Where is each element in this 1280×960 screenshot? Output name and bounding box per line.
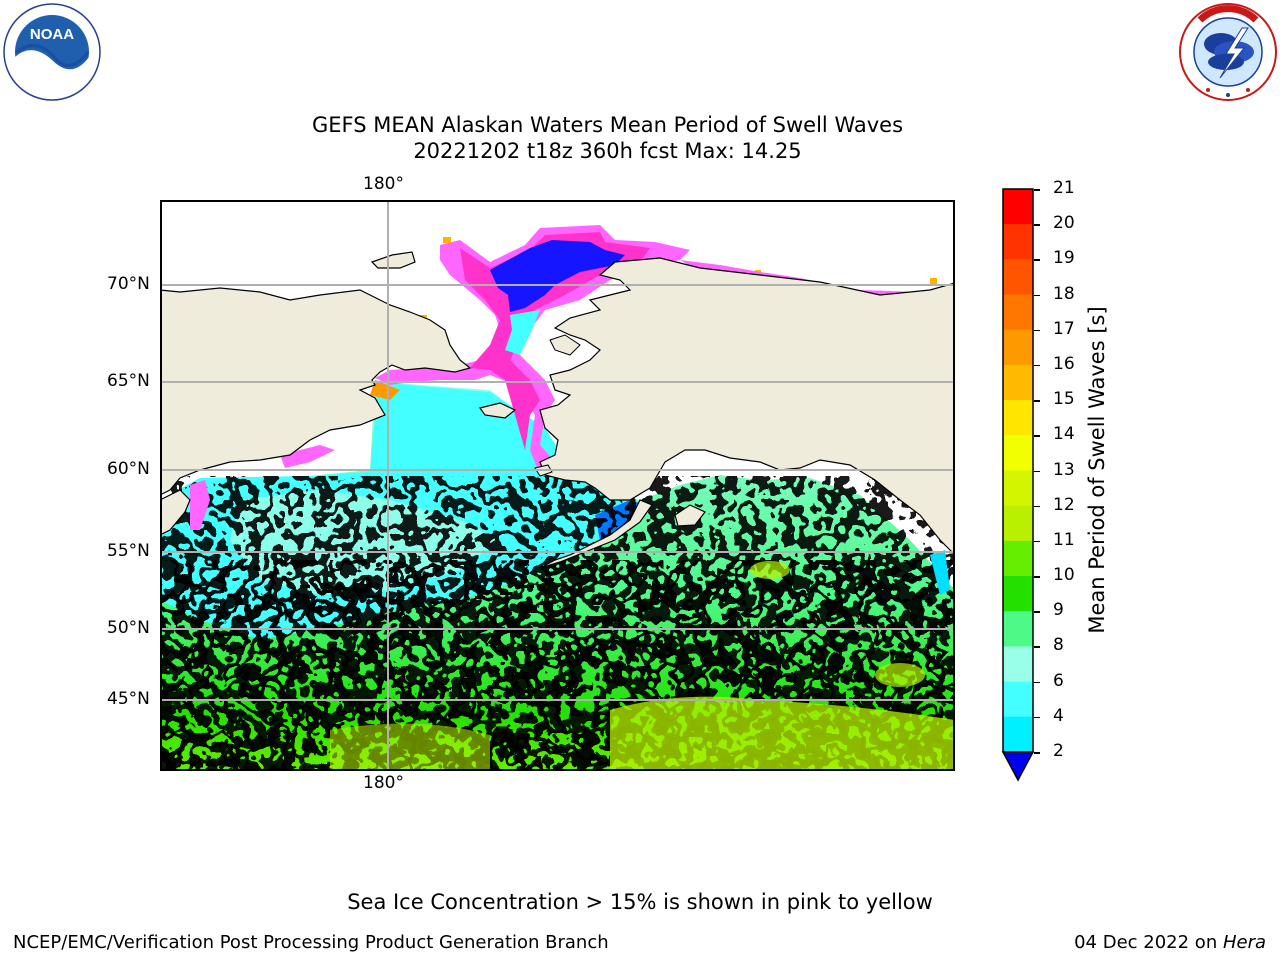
- colorbar-tick: [1034, 224, 1040, 226]
- lat-label-45: 45°N: [107, 689, 150, 709]
- chart-subtitle: 20221202 t18z 360h fcst Max: 14.25: [413, 139, 802, 163]
- colorbar-segment: [1003, 400, 1033, 436]
- graticule: [160, 200, 955, 771]
- map-frame: [160, 200, 955, 771]
- lat-label-65: 65°N: [107, 371, 150, 391]
- colorbar-segment: [1003, 224, 1033, 260]
- date-stamp: 04 Dec 2022 on Hera: [1074, 932, 1266, 953]
- colorbar-tick: [1034, 611, 1040, 613]
- colorbar-tick-label: 18: [1053, 283, 1075, 304]
- colorbar-tick-label: 2: [1053, 741, 1064, 761]
- colorbar-tick-label: 17: [1053, 318, 1075, 339]
- colorbar-segment: [1003, 505, 1033, 542]
- land-siberia: [160, 287, 472, 496]
- colorbar-tick-label: 12: [1053, 494, 1075, 515]
- noaa-logo-text: NOAA: [30, 26, 74, 43]
- colorbar-segment: [1003, 189, 1033, 225]
- colorbar-segment: [1003, 329, 1033, 366]
- land-alaska: [539, 257, 955, 556]
- colorbar-border: [1002, 188, 1034, 753]
- colorbar-tick-label: 20: [1053, 213, 1075, 234]
- sea-ice-note: Sea Ice Concentration > 15% is shown in …: [347, 890, 933, 914]
- colorbar-tick: [1034, 505, 1040, 508]
- colorbar-segment: [1003, 259, 1033, 296]
- colorbar-tick: [1034, 259, 1040, 261]
- colorbar-extend-arrow: [1001, 751, 1035, 782]
- colorbar-segment: [1003, 470, 1033, 507]
- colorbar-tick: [1034, 646, 1040, 648]
- colorbar-segment: [1003, 294, 1033, 331]
- colorbar-tick-label: 15: [1053, 389, 1075, 410]
- colorbar-tick: [1034, 400, 1040, 402]
- colorbar-segment: [1003, 681, 1033, 718]
- colorbar-tick: [1034, 716, 1040, 719]
- colorbar-tick: [1034, 364, 1040, 367]
- lat-label-60: 60°N: [107, 459, 150, 479]
- colorbar-tick: [1034, 189, 1040, 191]
- lon-label-top: 180°: [363, 174, 404, 194]
- colorbar-tick: [1034, 329, 1040, 332]
- lat-label-50: 50°N: [107, 618, 150, 638]
- colorbar-segment: [1003, 540, 1033, 577]
- colorbar-tick: [1034, 752, 1040, 754]
- colorbar-segment: [1003, 646, 1033, 683]
- colorbar-tick: [1034, 470, 1040, 472]
- colorbar: [1000, 188, 1040, 788]
- colorbar-tick-label: 4: [1053, 705, 1064, 726]
- colorbar-tick-label: 11: [1053, 529, 1075, 550]
- colorbar-segment: [1003, 435, 1033, 471]
- colorbar-tick: [1034, 294, 1040, 297]
- colorbar-tick-label: 6: [1053, 670, 1064, 691]
- aleutian-islands: [300, 522, 554, 604]
- nws-logo: [1178, 2, 1278, 102]
- colorbar-segment: [1003, 611, 1033, 647]
- colorbar-tick-label: 19: [1053, 248, 1075, 269]
- colorbar-label: Mean Period of Swell Waves [s]: [1085, 306, 1109, 634]
- colorbar-tick-label: 10: [1053, 565, 1075, 586]
- colorbar-tick: [1034, 681, 1040, 684]
- lat-label-70: 70°N: [107, 274, 150, 294]
- colorbar-segment: [1003, 716, 1033, 753]
- colorbar-tick: [1034, 435, 1040, 437]
- machine-name: Hera: [1222, 932, 1266, 953]
- date-text: 04 Dec 2022 on: [1074, 932, 1223, 953]
- colorbar-tick-label: 14: [1053, 424, 1075, 445]
- colorbar-tick-label: 16: [1053, 353, 1075, 374]
- map-border: [160, 200, 955, 771]
- colorbar-tick-label: 9: [1053, 600, 1064, 621]
- colorbar-segment: [1003, 576, 1033, 612]
- colorbar-segment: [1003, 364, 1033, 401]
- lon-label-bottom: 180°: [363, 773, 404, 793]
- colorbar-tick-label: 8: [1053, 635, 1064, 656]
- chart-title: GEFS MEAN Alaskan Waters Mean Period of …: [311, 113, 904, 137]
- lat-label-55: 55°N: [107, 541, 150, 561]
- map-plot: [160, 200, 955, 771]
- colorbar-tick-label: 13: [1053, 459, 1075, 480]
- credit-text: NCEP/EMC/Verification Post Processing Pr…: [13, 932, 609, 953]
- colorbar-tick: [1034, 540, 1040, 543]
- colorbar-tick-label: 21: [1053, 178, 1075, 198]
- colorbar-tick: [1034, 576, 1040, 578]
- noaa-logo: NOAA: [2, 2, 102, 102]
